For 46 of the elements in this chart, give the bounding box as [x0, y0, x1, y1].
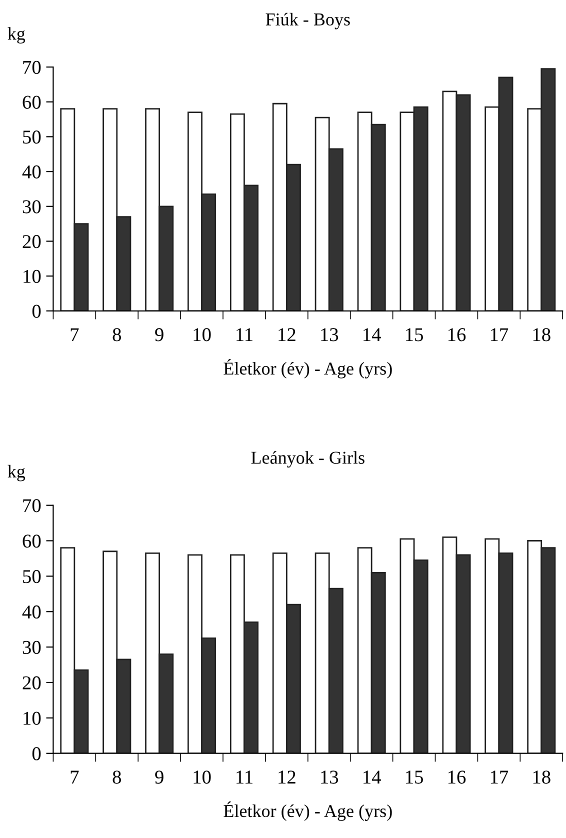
chart-title: Fiúk - Boys	[266, 12, 350, 30]
y-tick-label: 10	[24, 712, 41, 725]
y-tick-label: 20	[22, 235, 41, 248]
y-tick-label: 40	[22, 605, 41, 619]
x-tick-label: 10	[194, 328, 211, 342]
y-tick-label: 50	[23, 130, 41, 144]
y-tick-label: 70	[23, 60, 41, 74]
y-tick-label: 10	[24, 270, 41, 283]
x-tick-label: 17	[490, 328, 508, 342]
x-tick-label: 7	[70, 770, 79, 784]
y-tick-label: 40	[22, 165, 41, 178]
x-tick-label: 8	[112, 328, 121, 342]
y-tick-label: 20	[22, 676, 41, 690]
x-tick-label: 18	[533, 770, 550, 784]
x-tick-label: 17	[490, 770, 508, 784]
y-tick-label: 0	[32, 304, 41, 318]
x-tick-label: 16	[448, 328, 466, 342]
x-tick-label: 16	[448, 770, 466, 784]
x-tick-label: 13	[321, 770, 338, 784]
y-tick-label: 30	[22, 200, 41, 214]
x-tick-label: 12	[278, 770, 296, 784]
x-tick-label: 12	[278, 328, 296, 342]
y-tick-label: 60	[22, 96, 41, 109]
x-tick-label: 8	[112, 770, 121, 784]
x-tick-label: 14	[364, 770, 381, 784]
x-tick-label: 18	[533, 328, 550, 342]
chart-title: Leányok - Girls	[251, 451, 364, 468]
x-tick-label: 9	[155, 328, 164, 342]
y-axis-title: kg	[8, 464, 26, 482]
x-tick-label: 10	[194, 770, 211, 784]
y-tick-label: 60	[22, 534, 41, 548]
x-tick-label: 9	[155, 770, 164, 784]
x-axis-title: Életkor (év) - Age (yrs)	[224, 802, 392, 821]
x-tick-label: 7	[70, 328, 79, 342]
y-axis-title: kg	[8, 27, 26, 44]
x-tick-label: 15	[406, 328, 423, 342]
y-tick-label: 0	[32, 747, 41, 760]
x-tick-label: 11	[236, 328, 252, 342]
x-tick-label: 15	[406, 770, 423, 784]
y-tick-label: 30	[22, 640, 41, 654]
x-axis-title: Életkor (év) - Age (yrs)	[224, 359, 392, 378]
x-tick-label: 13	[321, 328, 338, 342]
x-tick-label: 14	[364, 328, 381, 342]
y-tick-label: 50	[23, 570, 41, 584]
y-tick-label: 70	[23, 499, 41, 512]
x-tick-label: 11	[236, 770, 252, 784]
